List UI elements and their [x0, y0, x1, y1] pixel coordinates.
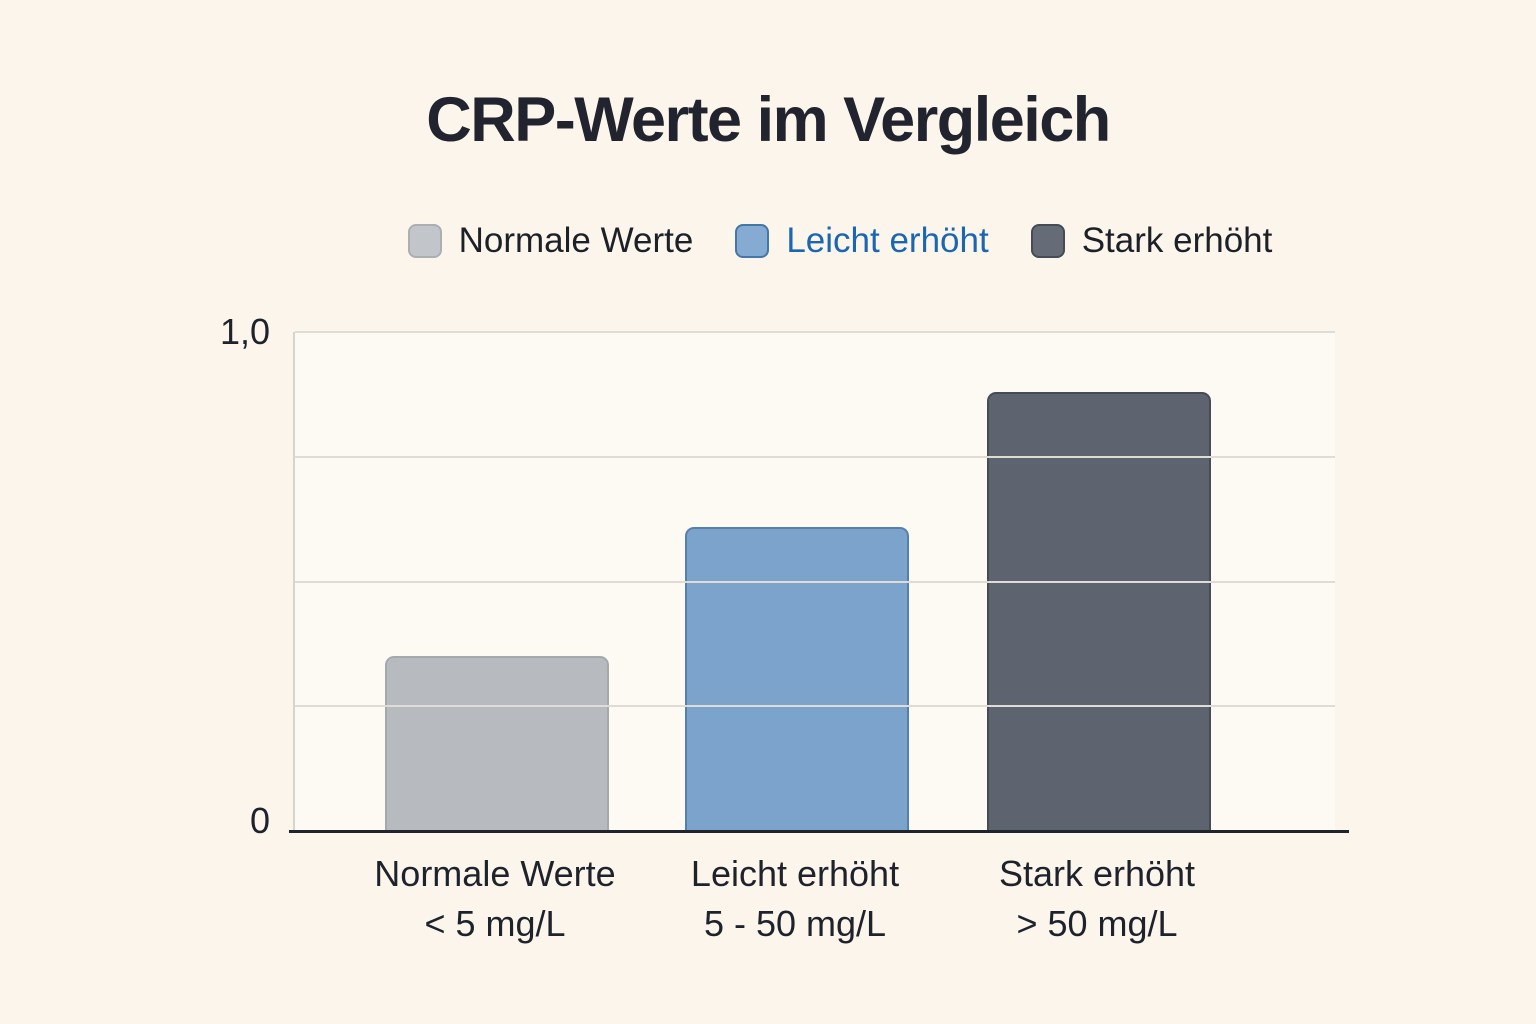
gridline [295, 580, 1335, 583]
legend-item-normale-werte: Normale Werte [407, 221, 694, 261]
x-axis-line [289, 830, 1349, 833]
category-label: Normale Werte [374, 853, 616, 894]
y-axis-tick-max: 1,0 [219, 311, 270, 352]
bar [987, 391, 1211, 831]
category-label: Stark erhöht [998, 853, 1196, 894]
legend-swatch [735, 224, 770, 258]
legend-label: Stark erhöht [1081, 221, 1273, 260]
gridline [295, 705, 1335, 708]
legend-label: Normale Werte [458, 221, 694, 260]
category-label: Leicht erhöht [690, 853, 900, 894]
legend-item-stark-erhoeht: Stark erhöht [1030, 221, 1273, 261]
category-sublabel: < 5 mg/L [424, 903, 566, 944]
gridline [295, 331, 1335, 333]
chart-title: CRP-Werte im Vergleich [426, 85, 1111, 155]
gridline [295, 455, 1335, 458]
category-sublabel: > 50 mg/L [1016, 903, 1178, 944]
plot-area [293, 331, 1335, 831]
legend-label: Leicht erhöht [786, 221, 989, 260]
legend: Normale Werte Leicht erhöht Stark erhöht [72, 221, 1536, 261]
legend-swatch [407, 224, 442, 258]
bar [685, 526, 909, 831]
x-axis-label-normale-werte: Normale Werte < 5 mg/L [295, 849, 695, 949]
legend-item-leicht-erhoeht: Leicht erhöht [735, 221, 989, 261]
legend-swatch [1030, 224, 1065, 258]
x-axis-label-leicht-erhoeht: Leicht erhöht 5 - 50 mg/L [595, 849, 995, 949]
bar [385, 656, 609, 831]
y-axis-tick-zero: 0 [249, 800, 270, 841]
category-sublabel: 5 - 50 mg/L [703, 903, 887, 944]
x-axis-label-stark-erhoeht: Stark erhöht > 50 mg/L [897, 849, 1297, 949]
